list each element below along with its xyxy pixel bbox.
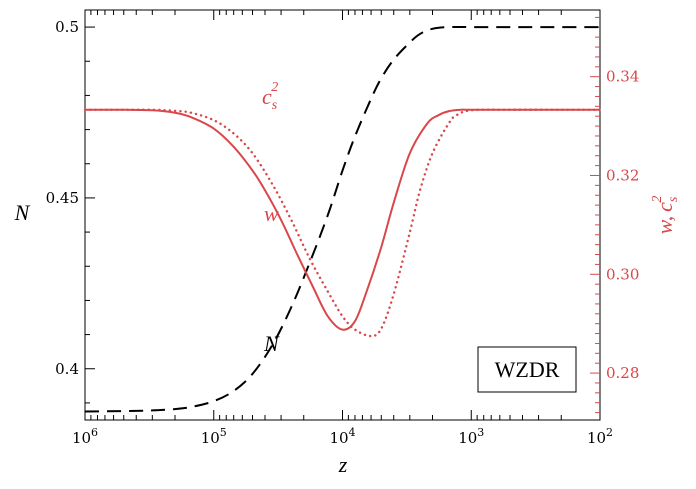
series-line-N — [84, 25, 600, 413]
x-tick-label: 102 — [587, 426, 613, 447]
x-tick-label: 106 — [72, 426, 98, 447]
right-axis-label-w: w, — [652, 216, 677, 235]
x-tick-label: 105 — [201, 426, 227, 447]
right-axis-label: w, cs2 — [650, 196, 681, 235]
series-line-w — [84, 108, 600, 331]
y-right-tick-label: 0.32 — [606, 166, 639, 184]
curves-group — [83, 25, 602, 413]
curve-label-cs2: cs 2 — [262, 80, 278, 113]
series-line-cs2 — [83, 108, 602, 338]
x-tick-label: 103 — [458, 426, 484, 447]
model-label-text: WZDR — [495, 357, 560, 382]
right-axis-label-c: c — [652, 202, 677, 212]
x-axis-label: z — [338, 452, 348, 477]
ticks-group — [84, 10, 601, 420]
y-right-tick-label: 0.30 — [606, 265, 639, 283]
curve-label-w: w — [264, 201, 279, 226]
y-left-tick-label: 0.4 — [55, 360, 79, 378]
y-left-tick-label: 0.45 — [46, 189, 79, 207]
left-axis-label: N — [14, 200, 31, 225]
x-tick-label: 104 — [329, 426, 355, 447]
tick-labels-group: 106 105 104 103 102 0.4 0.45 0.5 0.28 0.30 0.32 0.3… — [46, 18, 640, 447]
right-axis-label-sup: 2 — [650, 196, 665, 203]
y-right-tick-label: 0.34 — [606, 68, 639, 86]
y-left-tick-label: 0.5 — [55, 18, 79, 36]
y-right-tick-label: 0.28 — [606, 364, 639, 382]
curve-label-cs2-base: c — [262, 84, 272, 109]
curve-label-cs2-sup: 2 — [271, 80, 278, 95]
right-axis-label-sub: s — [666, 196, 681, 202]
curve-label-cs2-sub: s — [272, 98, 278, 113]
curve-label-N: N — [263, 331, 280, 356]
model-label-box — [477, 346, 577, 393]
